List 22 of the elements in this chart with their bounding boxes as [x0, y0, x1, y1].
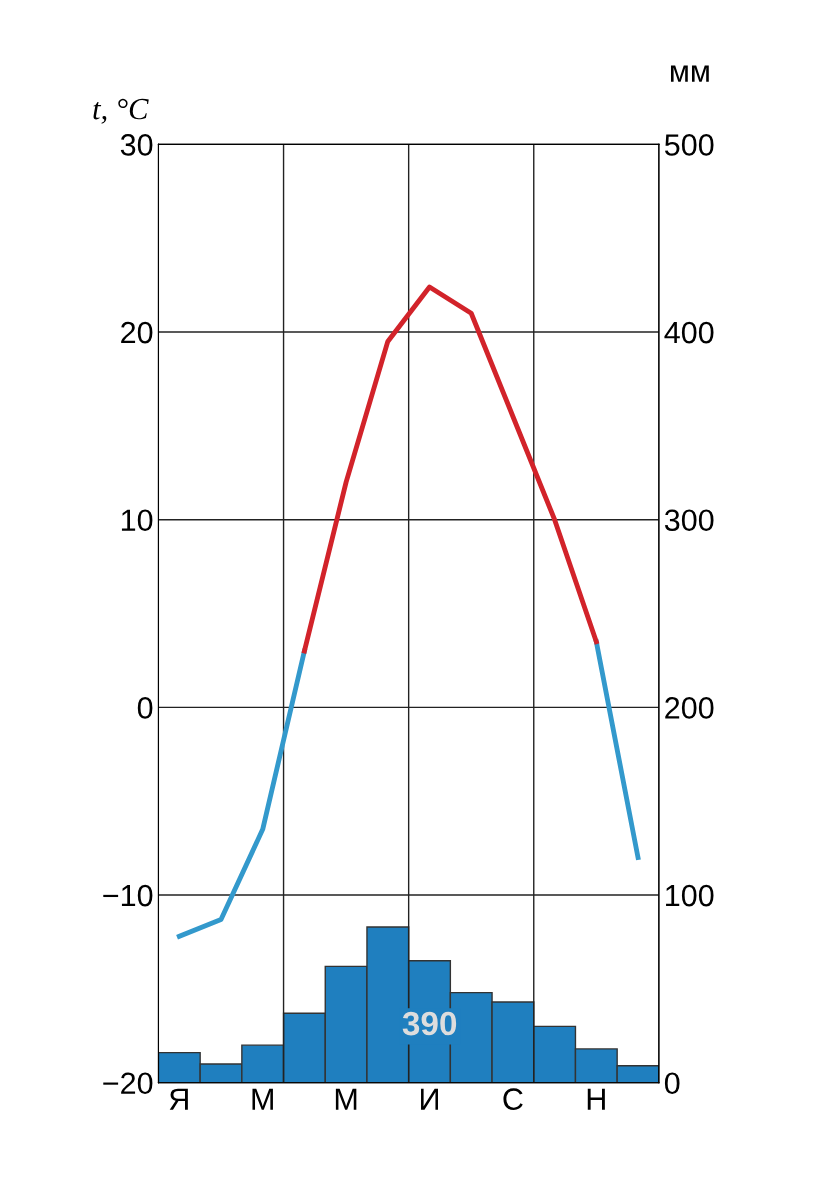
y-tick-label: −10: [103, 884, 153, 907]
y-tick-label: −20: [103, 1072, 153, 1095]
y-tick-label: 10: [121, 509, 153, 532]
annotation: 390: [402, 1011, 457, 1036]
x-tick-label: Я: [169, 1088, 188, 1110]
x-tick-label: И: [421, 1088, 438, 1110]
y2-tick-label: 400: [664, 321, 714, 344]
x-tick-label: Н: [587, 1088, 605, 1110]
line-series: [301, 284, 599, 654]
y2-tick-label: 100: [666, 884, 714, 907]
y2-tick-label: 0: [664, 1072, 680, 1095]
x-tick-label: М: [335, 1088, 357, 1110]
y-axis-title: t, °C: [93, 98, 149, 124]
y-tick-label: 20: [121, 321, 153, 344]
y2-tick-label: 200: [665, 697, 714, 719]
y2-axis-title: мм: [670, 65, 709, 82]
y2-tick-label: 300: [664, 509, 714, 532]
y-tick-label: 0: [137, 697, 153, 719]
y2-tick-label: 500: [664, 134, 714, 156]
x-tick-label: М: [252, 1088, 273, 1110]
x-tick-label: С: [503, 1088, 523, 1111]
y-tick-label: 30: [120, 134, 153, 156]
